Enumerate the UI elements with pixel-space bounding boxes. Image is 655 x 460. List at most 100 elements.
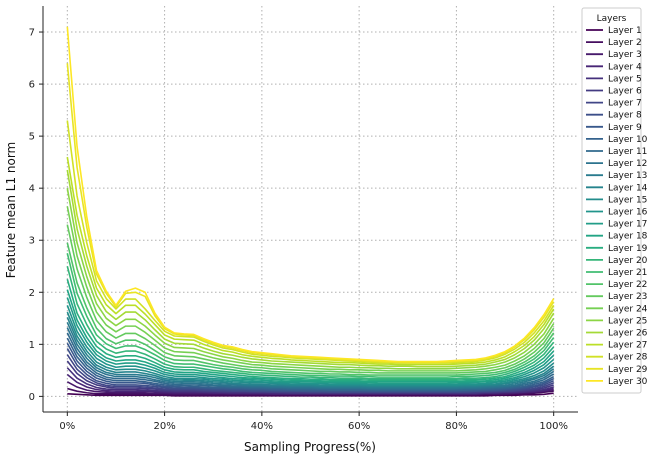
legend-item: Layer 16 [586, 208, 648, 218]
series-line-layer-21 [66, 253, 555, 378]
series-line-layer-26 [66, 169, 555, 368]
legend-item: Layer 4 [586, 62, 642, 72]
series-line-layer-9 [66, 342, 555, 392]
legend-item: Layer 13 [586, 171, 647, 181]
legend-item: Layer 9 [586, 123, 642, 133]
legend-label: Layer 6 [608, 87, 642, 97]
series-line-layer-13 [66, 322, 555, 389]
legend-label: Layer 19 [608, 244, 648, 254]
legend-item: Layer 8 [586, 111, 642, 121]
x-tick-label: 80% [445, 421, 467, 432]
legend-label: Layer 21 [608, 268, 647, 278]
legend-label: Layer 29 [608, 365, 648, 375]
legend-title: Layers [597, 14, 627, 24]
legend-item: Layer 28 [586, 353, 648, 363]
series-line-layer-15 [66, 311, 555, 387]
legend-label: Layer 10 [608, 135, 648, 145]
legend-label: Layer 4 [608, 62, 642, 72]
series-line-layer-11 [66, 332, 555, 391]
legend-item: Layer 24 [586, 304, 648, 314]
legend-item: Layer 20 [586, 256, 648, 266]
legend-label: Layer 24 [608, 304, 648, 314]
series-line-layer-25 [66, 188, 555, 370]
legend-item: Layer 12 [586, 159, 647, 169]
y-axis-label: Feature mean L1 norm [4, 142, 18, 279]
series-line-layer-22 [66, 242, 555, 376]
legend-label: Layer 14 [608, 183, 648, 193]
x-ticks: 0% 20% 40% 60% 80% 100% [59, 412, 568, 432]
legend-item: Layer 30 [586, 377, 648, 387]
legend-item: Layer 7 [586, 99, 642, 109]
legend-item: Layer 11 [586, 147, 647, 157]
legend-label: Layer 11 [608, 147, 647, 157]
x-tick-label: 40% [251, 421, 273, 432]
legend-item: Layer 26 [586, 329, 648, 339]
x-tick-label: 100% [539, 421, 568, 432]
legend-item: Layer 14 [586, 183, 648, 193]
legend-item: Layer 19 [586, 244, 648, 254]
series-line-layer-30 [66, 26, 555, 363]
y-tick-label: 2 [29, 288, 35, 299]
series-line-layer-16 [66, 305, 555, 386]
y-tick-label: 0 [29, 392, 35, 403]
series-line-layer-18 [66, 289, 555, 383]
legend-item: Layer 1 [586, 26, 642, 36]
series-line-layer-12 [66, 327, 555, 390]
legend-label: Layer 9 [608, 123, 642, 133]
legend-label: Layer 18 [608, 232, 648, 242]
legend-item: Layer 29 [586, 365, 648, 375]
x-tick-label: 0% [59, 421, 75, 432]
legend-label: Layer 20 [608, 256, 648, 266]
series-line-layer-20 [66, 266, 555, 380]
y-tick-label: 3 [29, 236, 35, 247]
legend-item: Layer 27 [586, 341, 647, 351]
series-line-layer-14 [66, 316, 555, 388]
legend-label: Layer 1 [608, 26, 642, 36]
series-line-layer-29 [66, 63, 555, 364]
legend-label: Layer 2 [608, 38, 642, 48]
legend-item: Layer 5 [586, 74, 642, 84]
legend-item: Layer 18 [586, 232, 648, 242]
series-line-layer-24 [66, 206, 555, 372]
x-tick-label: 20% [153, 421, 175, 432]
series-line-layer-23 [66, 224, 555, 374]
legend-label: Layer 13 [608, 171, 647, 181]
legend-label: Layer 23 [608, 292, 647, 302]
legend-item: Layer 2 [586, 38, 642, 48]
legend-item: Layer 21 [586, 268, 647, 278]
legend-item: Layer 3 [586, 50, 642, 60]
legend-item: Layer 10 [586, 135, 648, 145]
legend-item: Layer 6 [586, 87, 642, 97]
x-tick-label: 60% [348, 421, 370, 432]
legend-label: Layer 17 [608, 220, 647, 230]
y-tick-label: 1 [29, 340, 35, 351]
legend-label: Layer 3 [608, 50, 642, 60]
legend-label: Layer 22 [608, 280, 647, 290]
legend-label: Layer 27 [608, 341, 647, 351]
series-line-layer-28 [66, 120, 555, 364]
legend-label: Layer 16 [608, 208, 648, 218]
legend-label: Layer 25 [608, 316, 647, 326]
y-tick-label: 6 [29, 80, 35, 91]
y-ticks: 0 1 2 3 4 5 6 7 [29, 28, 43, 403]
series-line-layer-19 [66, 279, 555, 382]
legend-label: Layer 28 [608, 353, 648, 363]
legend-item: Layer 15 [586, 195, 647, 205]
legend-item: Layer 17 [586, 220, 647, 230]
y-tick-label: 4 [29, 184, 35, 195]
legend-label: Layer 30 [608, 377, 648, 387]
legend-item: Layer 23 [586, 292, 647, 302]
y-tick-label: 5 [29, 132, 35, 143]
legend-label: Layer 8 [608, 111, 642, 121]
legend-label: Layer 26 [608, 329, 648, 339]
legend-label: Layer 5 [608, 74, 642, 84]
y-tick-label: 7 [29, 28, 35, 39]
legend-items: Layer 1 Layer 2 Layer 3 Layer 4 Layer 5 Layer… [586, 26, 648, 387]
legend-item: Layer 25 [586, 316, 647, 326]
legend-label: Layer 15 [608, 195, 647, 205]
legend-label: Layer 7 [608, 99, 642, 109]
series-lines [66, 26, 555, 397]
legend-label: Layer 12 [608, 159, 647, 169]
